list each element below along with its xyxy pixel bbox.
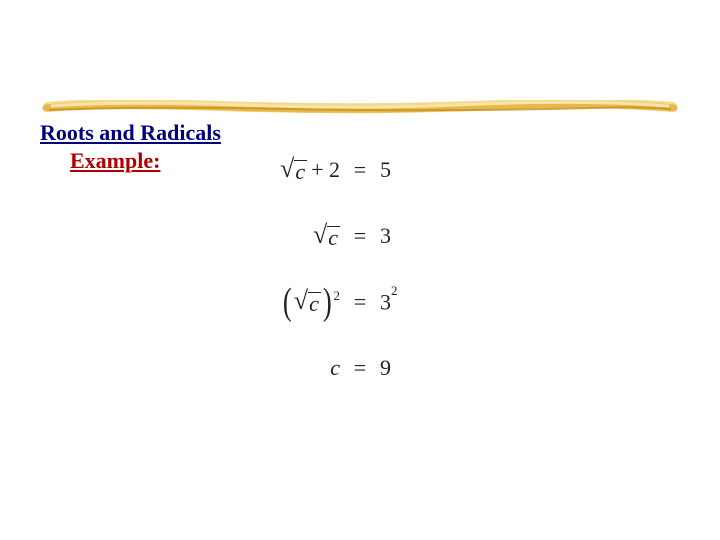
radical-3: √ c [294, 290, 321, 315]
eq2-rhs: 3 [380, 223, 460, 249]
math-equations: √ c + 2 = 5 √ c = 3 ( √ c ) 2 = [220, 148, 460, 412]
eq3-rhs: 32 [380, 289, 460, 315]
page-title: Roots and Radicals [40, 120, 221, 146]
radicand-1: c [294, 160, 307, 183]
equation-line-4: c = 9 [220, 346, 460, 390]
eq4-var: c [330, 355, 340, 381]
sqrt-symbol: √ [280, 158, 294, 180]
eq2-lhs: √ c [220, 224, 340, 249]
sqrt-symbol: √ [313, 224, 327, 246]
eq4-equals: = [340, 355, 380, 381]
eq1-plus: + 2 [311, 157, 340, 183]
sqrt-symbol: √ [294, 290, 308, 312]
page-subtitle: Example: [70, 148, 160, 174]
eq1-rhs: 5 [380, 157, 460, 183]
eq3-lhs-exp: 2 [334, 288, 341, 304]
eq3-equals: = [340, 289, 380, 315]
eq4-rhs: 9 [380, 355, 460, 381]
radicand-3: c [308, 292, 321, 315]
eq1-equals: = [340, 157, 380, 183]
equation-line-3: ( √ c ) 2 = 32 [220, 280, 460, 324]
decorative-divider [40, 100, 680, 114]
subtitle-text: Example: [70, 148, 160, 173]
radicand-2: c [327, 226, 340, 249]
eq3-lhs: ( √ c ) 2 [220, 283, 340, 321]
title-text: Roots and Radicals [40, 120, 221, 145]
divider-svg [40, 100, 680, 114]
right-paren: ) [323, 283, 332, 321]
left-paren: ( [283, 283, 292, 321]
equation-line-2: √ c = 3 [220, 214, 460, 258]
radical-2: √ c [313, 224, 340, 249]
radical-1: √ c [280, 158, 307, 183]
eq4-lhs: c [220, 355, 340, 381]
eq2-equals: = [340, 223, 380, 249]
equation-line-1: √ c + 2 = 5 [220, 148, 460, 192]
eq3-rhs-base: 3 [380, 289, 391, 314]
eq3-rhs-exp: 2 [391, 283, 398, 298]
eq1-lhs: √ c + 2 [220, 157, 340, 183]
